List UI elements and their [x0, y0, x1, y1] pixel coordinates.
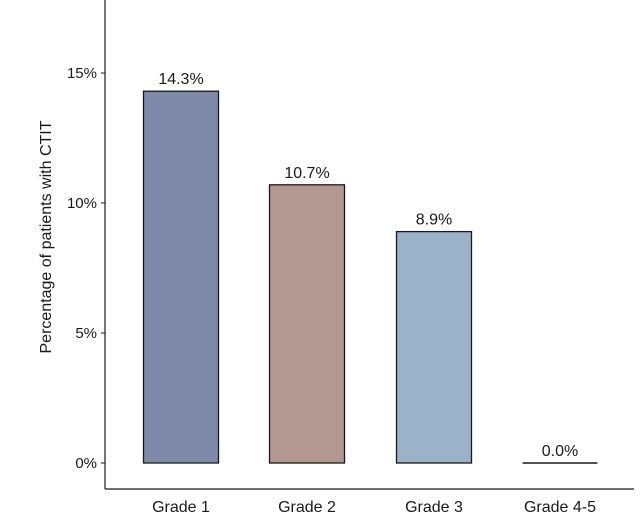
- axes: [104, 0, 634, 490]
- y-tick-label: 0%: [75, 455, 97, 472]
- bar: [142, 90, 220, 464]
- bar: [395, 230, 473, 464]
- y-axis-title-group: Percentage of patients with CTIT: [38, 120, 55, 353]
- data-label: 8.9%: [416, 212, 452, 229]
- y-axis-title: Percentage of patients with CTIT: [38, 120, 55, 353]
- category-label: Grade 4-5: [524, 499, 596, 516]
- y-tick-label: 10%: [67, 195, 97, 212]
- category-label: Grade 2: [278, 499, 336, 516]
- data-label: 0.0%: [542, 443, 578, 460]
- category-label: Grade 1: [152, 499, 210, 516]
- bar: [268, 184, 346, 464]
- data-labels: 14.3% 10.7% 8.9% 0.0%: [158, 71, 578, 460]
- category-label: Grade 3: [405, 499, 463, 516]
- data-label: 14.3%: [158, 71, 203, 88]
- category-labels: Grade 1 Grade 2 Grade 3 Grade 4-5: [152, 499, 596, 516]
- bars: [142, 90, 598, 464]
- y-ticks: 0% 5% 10% 15%: [67, 65, 105, 472]
- y-tick-label: 15%: [67, 65, 97, 82]
- y-tick-label: 5%: [75, 325, 97, 342]
- data-label: 10.7%: [284, 165, 329, 182]
